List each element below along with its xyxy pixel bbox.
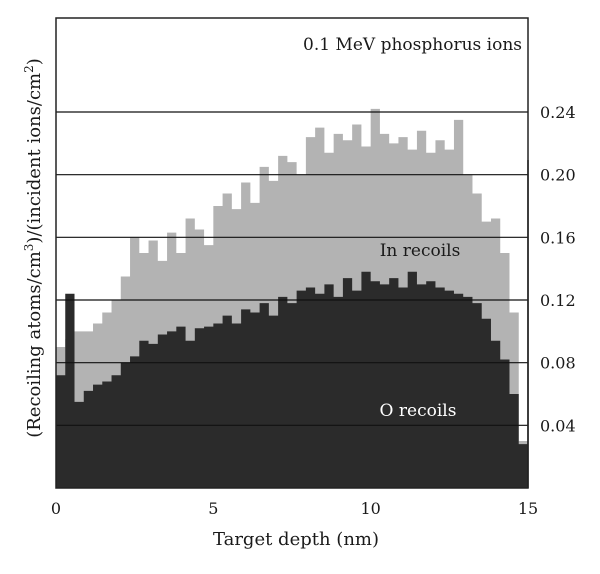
- y-tick-label: 0.12: [540, 291, 576, 310]
- y-axis-title: (Recoiling atoms/cm3)/(incident ions/cm2…: [22, 58, 45, 438]
- y-tick-label: 0.16: [540, 228, 576, 247]
- chart-title: 0.1 MeV phosphorus ions: [303, 35, 522, 55]
- x-tick-label: 5: [208, 499, 218, 518]
- y-axis-title-sup-2: 2: [22, 65, 36, 73]
- y-axis-title-part-2: )/(incident ions/cm: [24, 73, 45, 244]
- x-tick-label: 0: [51, 499, 61, 518]
- y-axis-title-part-1: (Recoiling atoms/cm: [24, 251, 45, 438]
- series-label-in-recoils: In recoils: [380, 241, 461, 261]
- x-tick-label: 10: [360, 499, 380, 518]
- y-axis-title-sup-1: 3: [22, 244, 36, 252]
- x-axis-title: Target depth (nm): [213, 529, 379, 550]
- y-tick-label: 0.24: [540, 103, 576, 122]
- series-label-o-recoils: O recoils: [380, 401, 457, 421]
- series-area-o-recoils: [56, 271, 528, 488]
- y-axis-title-part-3: ): [24, 58, 45, 65]
- y-tick-label: 0.04: [540, 416, 576, 435]
- y-tick-label: 0.08: [540, 354, 576, 373]
- y-tick-label: 0.20: [540, 166, 576, 185]
- x-tick-label: 15: [518, 499, 538, 518]
